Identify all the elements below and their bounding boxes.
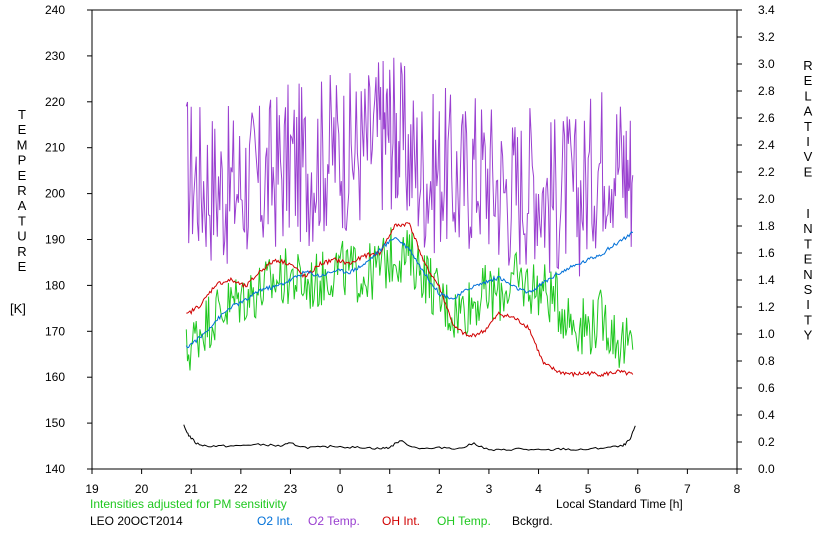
left-tick-label: 230 xyxy=(45,49,65,63)
right-axis-letter: Y xyxy=(804,328,813,343)
right-tick-label: 2.0 xyxy=(758,192,775,206)
left-axis-ticks: 140 150 160 170 180 190 200 210 220 230 240 xyxy=(45,3,92,476)
left-tick-label: 200 xyxy=(45,187,65,201)
left-axis-letter: T xyxy=(18,107,26,122)
left-axis-unit: [K] xyxy=(10,301,26,316)
x-tick-label: 0 xyxy=(337,482,344,496)
right-axis-letter: T xyxy=(804,236,812,251)
right-tick-label: 1.4 xyxy=(758,273,775,287)
right-axis-letter: E xyxy=(804,252,813,267)
x-tick-label: 22 xyxy=(234,482,248,496)
right-axis-letter: R xyxy=(803,58,812,73)
x-tick-label: 6 xyxy=(634,482,641,496)
right-tick-label: 1.2 xyxy=(758,300,775,314)
right-axis-ticks: 0.0 0.2 0.4 0.6 0.8 1.0 1.2 1.4 1.6 1.8 2.0 2.2 2.4 2… xyxy=(737,3,775,476)
left-axis-letter: E xyxy=(18,122,27,137)
right-tick-label: 0.8 xyxy=(758,354,775,368)
series xyxy=(183,57,636,452)
right-tick-label: 1.8 xyxy=(758,219,775,233)
x-tick-label: 5 xyxy=(585,482,592,496)
right-tick-label: 2.6 xyxy=(758,111,775,125)
x-tick-label: 2 xyxy=(436,482,443,496)
right-tick-label: 3.2 xyxy=(758,30,775,44)
legend: O2 Int. O2 Temp. OH Int. OH Temp. Bckgrd. xyxy=(257,514,553,528)
series-line xyxy=(185,57,634,277)
right-axis-letter: I xyxy=(806,206,810,221)
left-axis-letter: M xyxy=(17,137,28,152)
left-axis-letter: E xyxy=(18,168,27,183)
right-tick-label: 1.6 xyxy=(758,246,775,260)
left-tick-label: 160 xyxy=(45,370,65,384)
right-tick-label: 0.6 xyxy=(758,381,775,395)
right-axis-letter: N xyxy=(803,221,812,236)
series-line xyxy=(185,227,634,371)
right-tick-label: 0.2 xyxy=(758,435,775,449)
left-tick-label: 240 xyxy=(45,3,65,17)
x-axis-ticks: 19 20 21 22 23 0 1 2 3 4 5 6 7 8 xyxy=(85,469,741,496)
station-text: LEO 20OCT2014 xyxy=(90,514,183,528)
right-axis-letter: A xyxy=(804,104,813,119)
x-tick-label: 8 xyxy=(734,482,741,496)
legend-item: O2 Int. xyxy=(257,514,293,528)
x-tick-label: 19 xyxy=(85,482,99,496)
left-tick-label: 220 xyxy=(45,95,65,109)
x-tick-label: 20 xyxy=(135,482,149,496)
legend-item: OH Int. xyxy=(382,514,420,528)
series-line xyxy=(186,222,634,378)
right-axis-letter: I xyxy=(806,297,810,312)
right-axis-letter: V xyxy=(804,149,813,164)
right-tick-label: 0.4 xyxy=(758,408,775,422)
right-tick-label: 3.0 xyxy=(758,57,775,71)
right-axis-letter: E xyxy=(804,164,813,179)
left-tick-label: 180 xyxy=(45,278,65,292)
x-tick-label: 21 xyxy=(185,482,199,496)
left-axis-letter: A xyxy=(18,198,27,213)
left-axis-letter: P xyxy=(18,153,27,168)
right-tick-label: 3.4 xyxy=(758,3,775,17)
left-tick-label: 210 xyxy=(45,141,65,155)
x-tick-label: 23 xyxy=(284,482,298,496)
series-line xyxy=(183,424,636,452)
left-axis-letter: R xyxy=(17,183,26,198)
right-tick-label: 2.4 xyxy=(758,138,775,152)
left-tick-label: 150 xyxy=(45,416,65,430)
right-axis-letter: S xyxy=(804,282,813,297)
right-axis-letter: T xyxy=(804,312,812,327)
x-tick-label: 3 xyxy=(486,482,493,496)
right-tick-label: 0.0 xyxy=(758,462,775,476)
x-axis-label: Local Standard Time [h] xyxy=(556,497,683,511)
legend-item: O2 Temp. xyxy=(308,514,360,528)
x-tick-label: 7 xyxy=(684,482,691,496)
right-axis-letter: I xyxy=(806,134,810,149)
left-axis-letter: E xyxy=(18,259,27,274)
right-tick-label: 2.8 xyxy=(758,84,775,98)
x-tick-label: 4 xyxy=(535,482,542,496)
right-axis-letter: L xyxy=(804,88,811,103)
left-axis-letter: U xyxy=(17,229,26,244)
left-axis-letter: R xyxy=(17,244,26,259)
left-tick-label: 170 xyxy=(45,324,65,338)
right-tick-label: 2.2 xyxy=(758,165,775,179)
left-tick-label: 140 xyxy=(45,462,65,476)
note-text: Intensities adjusted for PM sensitivity xyxy=(90,497,287,511)
right-tick-label: 1.0 xyxy=(758,327,775,341)
right-axis-letter: T xyxy=(804,119,812,134)
right-axis-letter: N xyxy=(803,267,812,282)
left-axis-letter: T xyxy=(18,213,26,228)
legend-item: Bckgrd. xyxy=(512,514,553,528)
legend-item: OH Temp. xyxy=(437,514,491,528)
x-tick-label: 1 xyxy=(386,482,393,496)
right-axis-letter: E xyxy=(804,73,813,88)
left-tick-label: 190 xyxy=(45,233,65,247)
series-line xyxy=(185,231,634,349)
